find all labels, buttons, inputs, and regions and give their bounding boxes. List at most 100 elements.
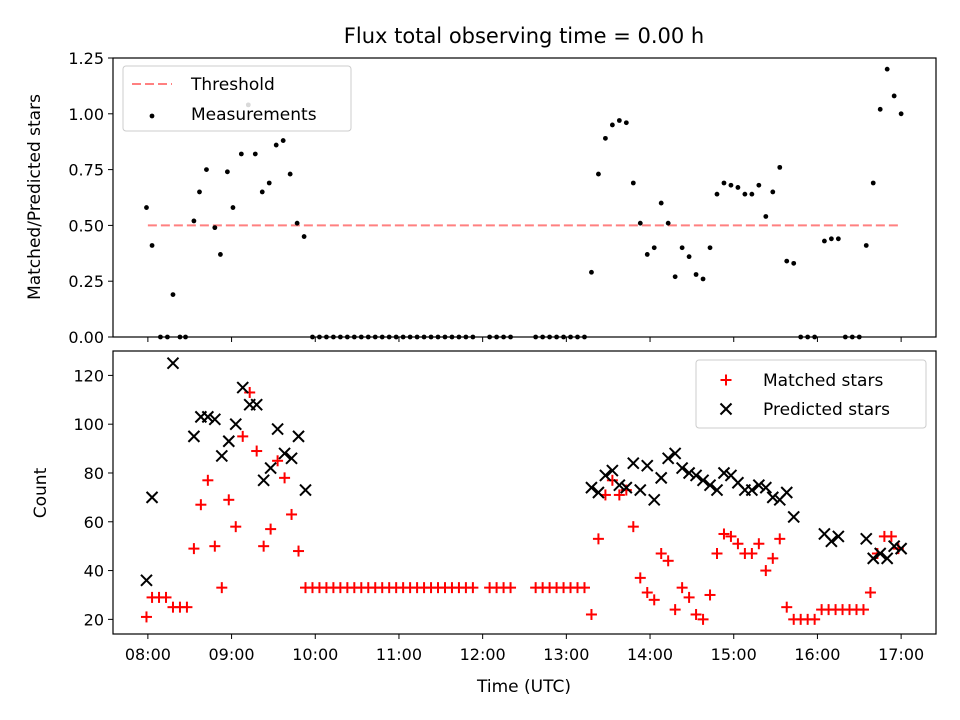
- matched-star-point: [732, 538, 744, 550]
- measurement-point: [644, 252, 650, 257]
- measurement-point: [170, 292, 176, 297]
- measurement-point: [301, 234, 307, 239]
- matched-star-point: [160, 591, 172, 603]
- bottom-y-tick-label: 20: [84, 610, 104, 629]
- measurement-point: [898, 111, 904, 117]
- matched-star-point: [279, 472, 291, 484]
- predicted-star-point: [278, 447, 291, 460]
- predicted-star-point: [787, 510, 800, 524]
- measurement-point: [204, 167, 209, 173]
- bottom-x-tick-label: 15:00: [711, 645, 757, 664]
- top-legend-box: [122, 65, 352, 132]
- measurement-point: [884, 66, 890, 72]
- measurement-point: [707, 245, 713, 251]
- measurement-point: [259, 189, 265, 195]
- predicted-star-point: [208, 413, 222, 426]
- top-axes-frame: [112, 57, 937, 338]
- measurement-point: [273, 142, 279, 148]
- measurement-point: [230, 205, 236, 210]
- predicted-star-point: [668, 447, 682, 460]
- predicted-star-point: [661, 452, 675, 465]
- predicted-star-point: [880, 552, 894, 565]
- measurement-point: [658, 200, 664, 206]
- predicted-star-point: [606, 464, 619, 477]
- measurement-point: [665, 220, 671, 226]
- legend-measurements-label: Measurements: [191, 105, 317, 125]
- predicted-star-point: [696, 474, 710, 487]
- matched-star-point: [251, 445, 263, 457]
- measurement-point: [877, 106, 883, 112]
- matched-star-point: [662, 555, 674, 567]
- matched-star-point: [592, 533, 604, 545]
- matched-star-point: [655, 547, 667, 559]
- matched-star-point: [202, 474, 214, 486]
- predicted-star-point: [299, 483, 312, 497]
- matched-star-point: [585, 608, 597, 620]
- predicted-star-point: [145, 491, 159, 504]
- predicted-star-point: [689, 469, 703, 482]
- matched-star-point: [711, 547, 723, 559]
- measurement-point: [714, 191, 720, 197]
- predicted-star-point: [832, 530, 845, 543]
- measurement-point: [630, 180, 636, 186]
- bottom-axes-frame: [112, 350, 937, 635]
- bottom-y-tick-label: 40: [84, 562, 104, 581]
- matched-star-point: [627, 521, 639, 533]
- measurement-point: [252, 151, 258, 157]
- predicted-star-point: [166, 356, 180, 370]
- bottom-x-tick-label: 08:00: [125, 645, 171, 664]
- predicted-star-point: [285, 452, 298, 465]
- matched-star-point: [244, 386, 256, 398]
- measurement-point: [749, 191, 755, 197]
- predicted-star-point: [222, 435, 235, 448]
- matched-star-point: [697, 613, 709, 625]
- measurement-point: [191, 218, 197, 224]
- predicted-star-point: [634, 483, 647, 497]
- matched-star-point: [578, 582, 590, 594]
- matched-star-point: [704, 589, 716, 601]
- matched-star-point: [216, 582, 228, 594]
- matched-star-point: [774, 533, 786, 545]
- matched-star-point: [746, 547, 758, 559]
- matched-star-point: [613, 489, 625, 501]
- measurement-point: [700, 276, 706, 282]
- predicted-star-point: [752, 478, 766, 492]
- matched-star-point: [767, 552, 779, 564]
- predicted-star-point: [745, 483, 759, 497]
- measurement-point: [777, 164, 783, 170]
- matched-star-point: [230, 521, 242, 533]
- bottom-y-tick-label: 100: [73, 415, 104, 434]
- predicted-star-point: [703, 478, 717, 492]
- measurement-point: [742, 191, 748, 197]
- measurement-point: [822, 238, 827, 244]
- legend-matched-swatch: [720, 374, 732, 386]
- predicted-star-point: [201, 410, 215, 424]
- matched-star-point: [272, 455, 284, 467]
- measurement-point: [212, 225, 218, 231]
- predicted-star-point: [675, 461, 689, 475]
- top-y-axis-label: Matched/Predicted stars: [25, 94, 45, 300]
- measurement-point: [791, 260, 797, 266]
- matched-star-point: [809, 613, 821, 625]
- matched-star-point: [505, 582, 517, 594]
- matched-star-point: [140, 611, 152, 623]
- measurement-point: [266, 180, 272, 186]
- matched-star-point: [286, 508, 298, 520]
- predicted-star-point: [759, 481, 773, 494]
- top-y-tick-label: 0.75: [68, 161, 104, 180]
- matched-star-point: [467, 582, 479, 594]
- matched-star-point: [293, 545, 305, 557]
- top-chart-title: Flux total observing time = 0.00 h: [344, 24, 704, 48]
- bottom-y-tick-label: 80: [84, 464, 104, 483]
- bottom-x-tick-label: 16:00: [794, 645, 840, 664]
- predicted-star-point: [250, 398, 263, 411]
- measurement-point: [651, 245, 657, 251]
- bottom-legend: Matched stars Predicted stars: [695, 359, 927, 429]
- matched-star-point: [606, 474, 618, 486]
- predicted-star-point: [215, 449, 229, 463]
- matched-star-point: [209, 540, 221, 552]
- measurement-point: [238, 151, 244, 157]
- top-y-tick-label: 1.25: [68, 49, 104, 68]
- predicted-star-point: [620, 481, 633, 494]
- top-plot-area: 0.00 0.25 0.50 0.75 1.00 1.25 Threshold Measure…: [68, 49, 937, 347]
